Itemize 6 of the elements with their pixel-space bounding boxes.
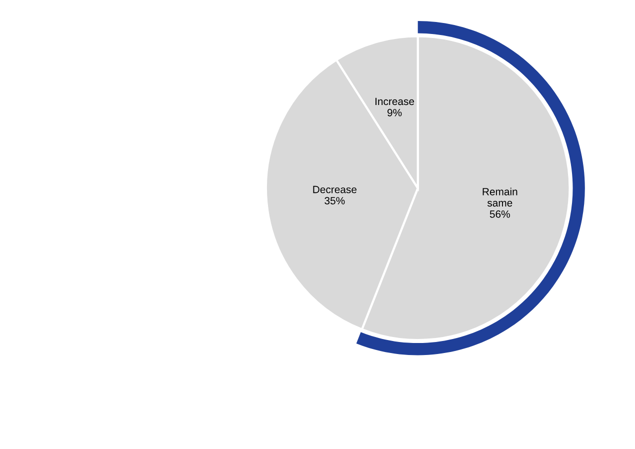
slice-label: Decrease xyxy=(313,186,356,194)
slice-label: Increase xyxy=(376,98,414,106)
data-label: 9% xyxy=(387,108,402,116)
data-label: 35% xyxy=(324,197,345,204)
data-label: 56% xyxy=(490,210,510,218)
slice-label: Remain same xyxy=(482,188,518,207)
